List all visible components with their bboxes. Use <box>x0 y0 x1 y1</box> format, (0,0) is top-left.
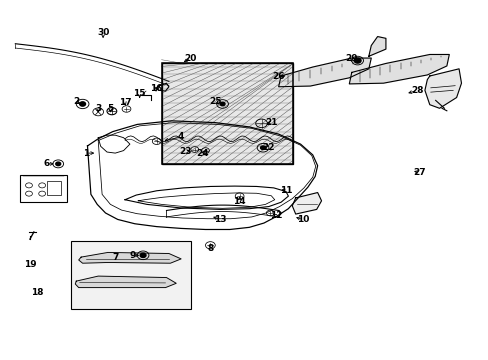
Polygon shape <box>79 252 181 263</box>
Text: 11: 11 <box>279 186 292 195</box>
Polygon shape <box>424 69 461 108</box>
Circle shape <box>140 253 146 257</box>
Text: 12: 12 <box>269 211 282 220</box>
Bar <box>47 181 61 195</box>
Text: 1: 1 <box>83 149 89 158</box>
Bar <box>71 241 190 309</box>
Text: 20: 20 <box>184 54 197 63</box>
Text: 25: 25 <box>208 96 221 105</box>
Text: 9: 9 <box>129 251 135 260</box>
Text: 23: 23 <box>180 147 192 156</box>
Polygon shape <box>75 276 176 288</box>
Circle shape <box>80 102 85 106</box>
Circle shape <box>260 146 265 149</box>
Text: 26: 26 <box>272 72 285 81</box>
Bar <box>161 63 293 164</box>
Polygon shape <box>278 58 370 87</box>
Text: 18: 18 <box>31 288 43 297</box>
Text: 14: 14 <box>233 197 245 206</box>
Text: 5: 5 <box>107 104 113 113</box>
Text: 29: 29 <box>345 54 357 63</box>
Text: 17: 17 <box>119 98 131 107</box>
Bar <box>20 175 66 202</box>
Text: 21: 21 <box>264 118 277 127</box>
Text: 19: 19 <box>23 260 36 269</box>
Text: 27: 27 <box>413 168 426 177</box>
Text: 3: 3 <box>95 104 101 113</box>
Text: 8: 8 <box>207 244 213 253</box>
Text: 30: 30 <box>97 28 109 37</box>
Bar <box>161 63 293 164</box>
Text: 6: 6 <box>44 159 50 168</box>
Polygon shape <box>292 193 321 214</box>
Text: 22: 22 <box>262 143 275 152</box>
Text: 24: 24 <box>196 149 209 158</box>
Text: 4: 4 <box>178 132 184 141</box>
Text: 15: 15 <box>133 89 145 98</box>
Text: 13: 13 <box>213 215 226 224</box>
Text: 7: 7 <box>112 253 118 262</box>
Text: 2: 2 <box>73 96 79 105</box>
Text: 10: 10 <box>296 215 308 224</box>
Text: 16: 16 <box>150 84 163 93</box>
Circle shape <box>353 58 360 63</box>
Polygon shape <box>368 37 385 56</box>
Polygon shape <box>348 54 448 84</box>
Circle shape <box>56 162 61 166</box>
Circle shape <box>220 102 224 106</box>
Text: 28: 28 <box>410 86 423 95</box>
